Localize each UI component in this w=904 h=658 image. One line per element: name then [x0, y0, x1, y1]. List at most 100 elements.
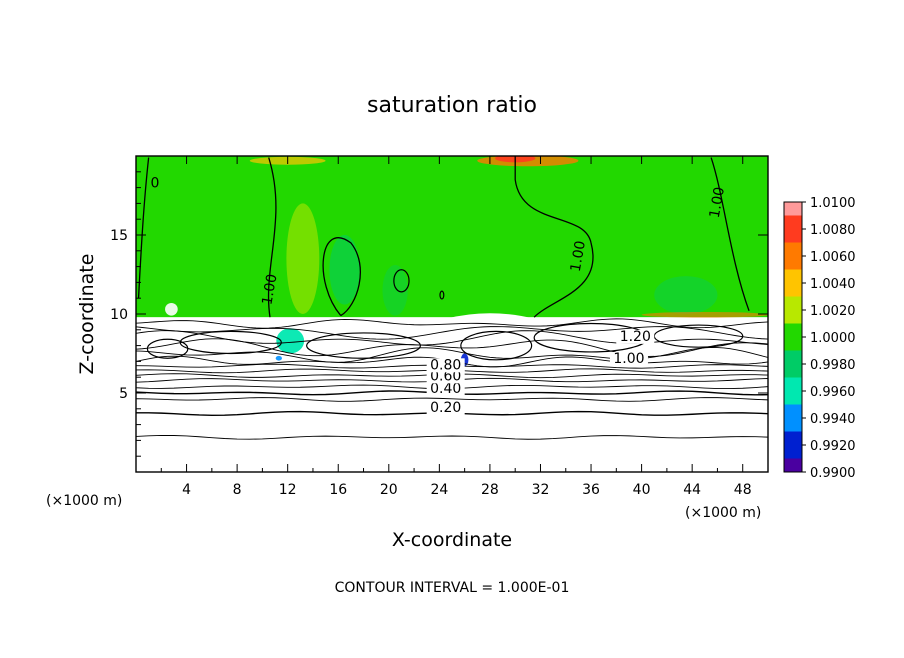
contour-line [136, 435, 768, 440]
contour-cell [306, 332, 421, 359]
x-tick-label: 36 [582, 482, 600, 498]
contour-label: 0.40 [430, 381, 461, 397]
colorbar-label: 1.0000 [810, 331, 856, 346]
colorbar-bin [784, 202, 802, 216]
colorbar-bin [784, 377, 802, 392]
z-unit-label: (×1000 m) [46, 493, 122, 509]
cloud-interior [445, 313, 535, 324]
contour-label: 1.00 [707, 186, 728, 219]
contour-lines [136, 156, 768, 440]
x-axis-title: X-coordinate [392, 529, 512, 551]
colorbar-bin [784, 323, 802, 338]
contour-label-bg [426, 400, 465, 415]
x-tick-label: 8 [233, 482, 242, 498]
contour-line [710, 157, 750, 312]
contour-line [136, 318, 768, 329]
contour-line [267, 157, 277, 318]
moist-pocket [654, 276, 718, 314]
colorbar-label: 0.9980 [810, 358, 856, 373]
colorbar-bin [784, 337, 802, 351]
contour-line [136, 330, 768, 346]
contour-line [322, 237, 361, 317]
x-tick-label: 48 [734, 482, 752, 498]
contour-label-bg [426, 382, 465, 396]
contour-label-bg [426, 358, 465, 373]
contour-label: 0.20 [430, 400, 461, 416]
colorbar-bin [784, 310, 802, 324]
subsat-pocket [276, 328, 305, 354]
contour-label-bg [609, 351, 648, 366]
colorbar-bin [784, 242, 802, 257]
contour-labels: 0.20 0.400.600.80 1.00 1.20 1.00 1.00 1.00 0 [150, 176, 728, 416]
y-tick-label: 5 [119, 386, 128, 402]
colorbar-label: 1.0060 [810, 250, 856, 265]
contour-cell [393, 269, 410, 293]
moist-plume [329, 235, 360, 305]
contour-interval-note: CONTOUR INTERVAL = 1.000E-01 [335, 580, 570, 596]
contour-cell [460, 330, 533, 361]
colorbar-label: 0.9960 [810, 385, 856, 400]
contour-label: 1.00 [259, 273, 280, 306]
colorbar-label: 0.9920 [810, 439, 856, 454]
x-tick-label: 32 [532, 482, 550, 498]
contour-line [514, 156, 594, 318]
contour-label: 1.00 [568, 240, 589, 273]
contour-line [136, 397, 768, 402]
colorbar-bin [784, 404, 802, 419]
contour-cell [146, 338, 189, 359]
y-axis-title: Z-coordinate [76, 254, 98, 375]
x-tick-label: 24 [430, 482, 448, 498]
supersat-plume [286, 203, 320, 314]
colorbar-bin [784, 283, 802, 297]
cloud-base-band [641, 311, 768, 318]
x-axis: 4 8 12 16 20 24 28 32 36 40 44 48 [160, 156, 752, 498]
colorbar-label: 1.0040 [810, 277, 856, 292]
x-tick-label: 16 [329, 482, 347, 498]
colorbar-bin [784, 269, 802, 284]
x-tick-label: 44 [683, 482, 701, 498]
colorbar: 1.0100 1.0080 1.0060 1.0040 1.0020 1.0000 0.99… [783, 196, 856, 481]
x-tick-label: 12 [279, 482, 297, 498]
moist-pocket [382, 265, 408, 316]
contour-label-bg [616, 329, 655, 344]
colorbar-bin [784, 215, 802, 230]
contour-cell [439, 290, 445, 300]
contour-label-bg [426, 369, 465, 384]
x-tick-label: 4 [182, 482, 191, 498]
chart-title: saturation ratio [367, 93, 537, 118]
contour-label: 0.80 [430, 357, 461, 373]
y-axis: 5 10 15 [110, 171, 768, 457]
colorbar-label: 1.0100 [810, 196, 856, 211]
y-tick-label: 15 [110, 228, 128, 244]
colorbar-bin [784, 229, 802, 243]
contour-line [136, 326, 768, 340]
colorbar-bin [784, 350, 802, 365]
saturated-field [136, 156, 768, 367]
y-tick-label: 10 [110, 307, 128, 323]
colorbar-bin [784, 256, 802, 270]
x-tick-label: 28 [481, 482, 499, 498]
colorbar-bin [784, 458, 802, 473]
contour-label: 0.60 [430, 368, 461, 384]
plot-area: 0.20 0.400.600.80 1.00 1.20 1.00 1.00 1.00 0 [136, 156, 768, 472]
contour-label: 0 [150, 176, 159, 192]
saturated-region [136, 156, 768, 318]
colorbar-label: 0.9900 [810, 466, 856, 481]
x-tick-label: 40 [633, 482, 651, 498]
x-unit-label: (×1000 m) [685, 505, 761, 521]
colorbar-bin [784, 296, 802, 311]
colorbar-label: 1.0020 [810, 304, 856, 319]
x-tick-label: 20 [380, 482, 398, 498]
colorbar-label: 0.9940 [810, 412, 856, 427]
colorbar-bin [784, 364, 802, 378]
dry-pocket [165, 302, 178, 316]
colorbar-bin [784, 445, 802, 459]
colorbar-label: 1.0080 [810, 223, 856, 238]
contour-label: 1.20 [620, 329, 651, 345]
subsat-pocket [275, 355, 282, 361]
colorbar-bin [784, 431, 802, 446]
contour-cell [179, 330, 282, 355]
colorbar-bin [784, 418, 802, 432]
